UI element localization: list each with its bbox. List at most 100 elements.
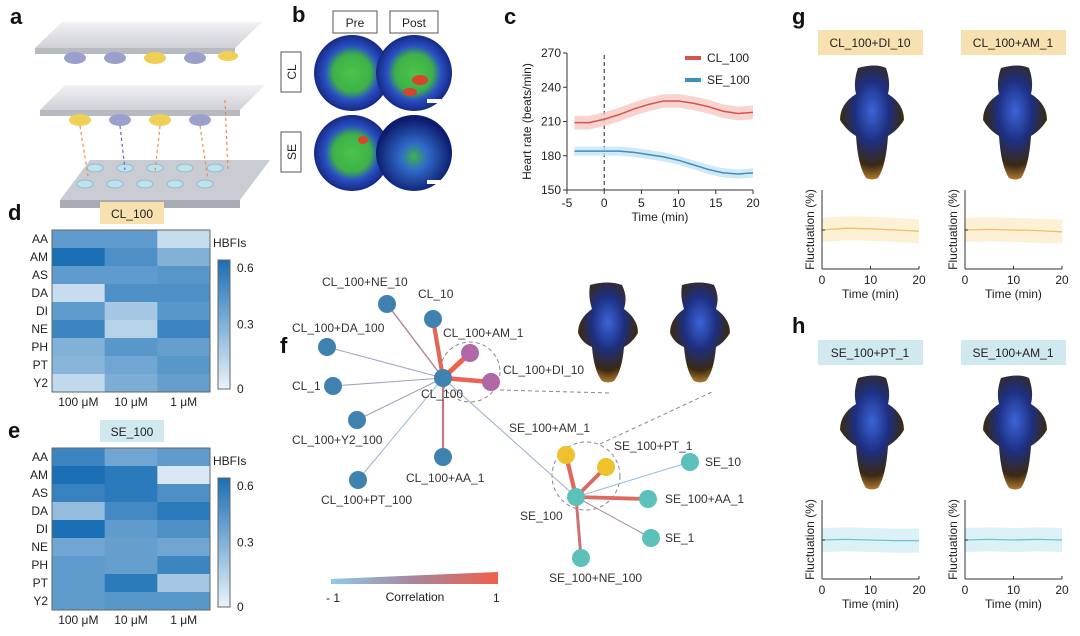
network-node [324, 377, 342, 395]
panel-letter-a: a [10, 4, 23, 29]
row-label: AM [30, 468, 48, 482]
column-label-pre: Pre [346, 16, 365, 30]
colorbar-max-label: 1 [493, 591, 500, 605]
heatmap-cell [157, 574, 211, 593]
row-label: DA [31, 504, 48, 518]
heatmap-cell [52, 520, 106, 539]
heatmap-title: CL_100 [111, 207, 153, 221]
x-tick-label: 20 [912, 583, 926, 597]
heatmap-border [51, 229, 211, 393]
row-label: AM [30, 250, 48, 264]
colorbar-tick-label: 0.3 [237, 536, 254, 550]
heatmap-cell [157, 320, 211, 339]
node-label: CL_100+PT_100 [321, 493, 412, 507]
heatmap-cl-100: CL_100 AA AM AS DA DI NE PH PT Y2 100 μM 10 μM 1 μM H… [30, 202, 254, 409]
network-edge [332, 377, 444, 387]
heatmap-cell [157, 284, 211, 303]
x-tick-label: 0 [601, 196, 608, 210]
network-node [378, 295, 396, 313]
node-label: SE_100+AA_1 [665, 492, 744, 506]
heatmap-cell [157, 466, 211, 485]
device-illustration [35, 22, 270, 208]
correlation-network: CL_100 CL_100+NE_10 CL_10 CL_100+DA_100 CL_1… [292, 275, 744, 605]
heatmap-cell [52, 466, 106, 485]
network-node [434, 448, 452, 466]
node-label: CL_100+Y2_100 [292, 433, 383, 447]
column-label: 10 μM [114, 613, 148, 627]
heatmap-cell [157, 302, 211, 321]
heatmap-cell [52, 374, 106, 393]
y-tick-label: 210 [541, 115, 561, 129]
row-label: AS [32, 268, 48, 282]
network-edge [326, 346, 444, 379]
image-cl-pre [314, 35, 390, 111]
y-tick-label: 150 [541, 183, 561, 197]
heatmap-cell [157, 538, 211, 557]
heatmap-cell [104, 320, 158, 339]
y-axis-label: Fluctuation (%) [946, 499, 960, 580]
network-node [434, 369, 452, 387]
y-tick-label: 270 [541, 46, 561, 60]
node-label: CL_100+DA_100 [292, 321, 385, 335]
row-label: Y2 [33, 376, 48, 390]
heatmap-cell [104, 592, 158, 611]
heatmap-cell [52, 356, 106, 375]
x-tick-label: 0 [962, 583, 969, 597]
node-label: CL_100+AM_1 [443, 326, 524, 340]
x-tick-label: 10 [672, 196, 686, 210]
node-label: SE_100+NE_100 [549, 571, 642, 585]
panel-letter-e: e [8, 418, 20, 443]
network-edge [575, 496, 652, 539]
row-label: NE [31, 322, 48, 336]
network-node [349, 471, 367, 489]
node-label: SE_100 [520, 509, 563, 523]
y-axis-label: Fluctuation (%) [803, 499, 817, 580]
heatmap-cell [52, 592, 106, 611]
heatmap-cell [157, 556, 211, 575]
colorbar-label: Correlation [386, 590, 445, 604]
legend-swatch [685, 56, 701, 60]
series-line [821, 538, 919, 542]
column-label-post: Post [402, 16, 427, 30]
panel-letter-g: g [792, 4, 805, 29]
error-band-CL_100 [574, 94, 753, 130]
network-node [681, 453, 699, 471]
colorbar [217, 259, 231, 390]
heatmap-cell [52, 284, 106, 303]
heatmap-cell [104, 556, 158, 575]
column-label: 1 μM [170, 395, 197, 409]
panel-letter-d: d [8, 200, 21, 225]
network-edge [357, 377, 444, 481]
error-band [822, 216, 919, 244]
heatmap-title: SE_100 [111, 425, 154, 439]
heatmap-cell [52, 502, 106, 521]
heatmap-cell [52, 320, 106, 339]
brain-image [578, 282, 638, 383]
colorbar-tick-label: 0 [237, 600, 244, 614]
heatmap-cell [52, 302, 106, 321]
network-node [461, 344, 479, 362]
network-edge [575, 495, 649, 501]
heatmap-cell [157, 520, 211, 539]
heatmap-cell [157, 502, 211, 521]
network-edge [574, 496, 583, 559]
heatmap-cell [52, 556, 106, 575]
heatmap-cell [157, 356, 211, 375]
column-label: 100 μM [58, 613, 98, 627]
row-label: AS [32, 486, 48, 500]
row-label: PH [31, 340, 48, 354]
network-edge [356, 377, 444, 421]
network-edge [386, 303, 444, 379]
heatmap-cell [104, 466, 158, 485]
node-label: SE_1 [665, 531, 695, 545]
correlation-colorbar [331, 572, 498, 584]
heatmap-cell [52, 338, 106, 357]
x-axis-label: Time (min) [985, 597, 1042, 611]
heatmap-cell [104, 520, 158, 539]
heatmap-title-box [100, 420, 164, 442]
y-axis-label: Fluctuation (%) [946, 189, 960, 270]
heatmap-cell [157, 248, 211, 267]
heatmap-cell [52, 230, 106, 249]
condition-title-box [961, 340, 1066, 365]
